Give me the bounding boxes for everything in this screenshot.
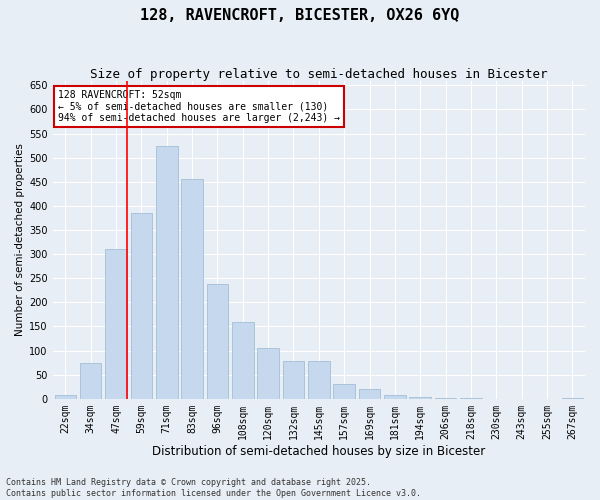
Text: 128 RAVENCROFT: 52sqm
← 5% of semi-detached houses are smaller (130)
94% of semi: 128 RAVENCROFT: 52sqm ← 5% of semi-detac… <box>58 90 340 124</box>
Bar <box>156 146 178 399</box>
Bar <box>181 180 203 399</box>
Y-axis label: Number of semi-detached properties: Number of semi-detached properties <box>15 143 25 336</box>
Bar <box>384 395 406 399</box>
Text: 128, RAVENCROFT, BICESTER, OX26 6YQ: 128, RAVENCROFT, BICESTER, OX26 6YQ <box>140 8 460 22</box>
X-axis label: Distribution of semi-detached houses by size in Bicester: Distribution of semi-detached houses by … <box>152 444 485 458</box>
Bar <box>55 395 76 399</box>
Text: Contains HM Land Registry data © Crown copyright and database right 2025.
Contai: Contains HM Land Registry data © Crown c… <box>6 478 421 498</box>
Bar <box>105 250 127 399</box>
Title: Size of property relative to semi-detached houses in Bicester: Size of property relative to semi-detach… <box>90 68 548 80</box>
Bar <box>232 322 254 399</box>
Bar <box>334 384 355 399</box>
Bar <box>80 362 101 399</box>
Bar <box>308 361 329 399</box>
Bar <box>359 389 380 399</box>
Bar <box>131 213 152 399</box>
Bar <box>257 348 279 399</box>
Bar <box>435 398 457 399</box>
Bar <box>283 361 304 399</box>
Bar <box>409 398 431 399</box>
Bar <box>206 284 228 399</box>
